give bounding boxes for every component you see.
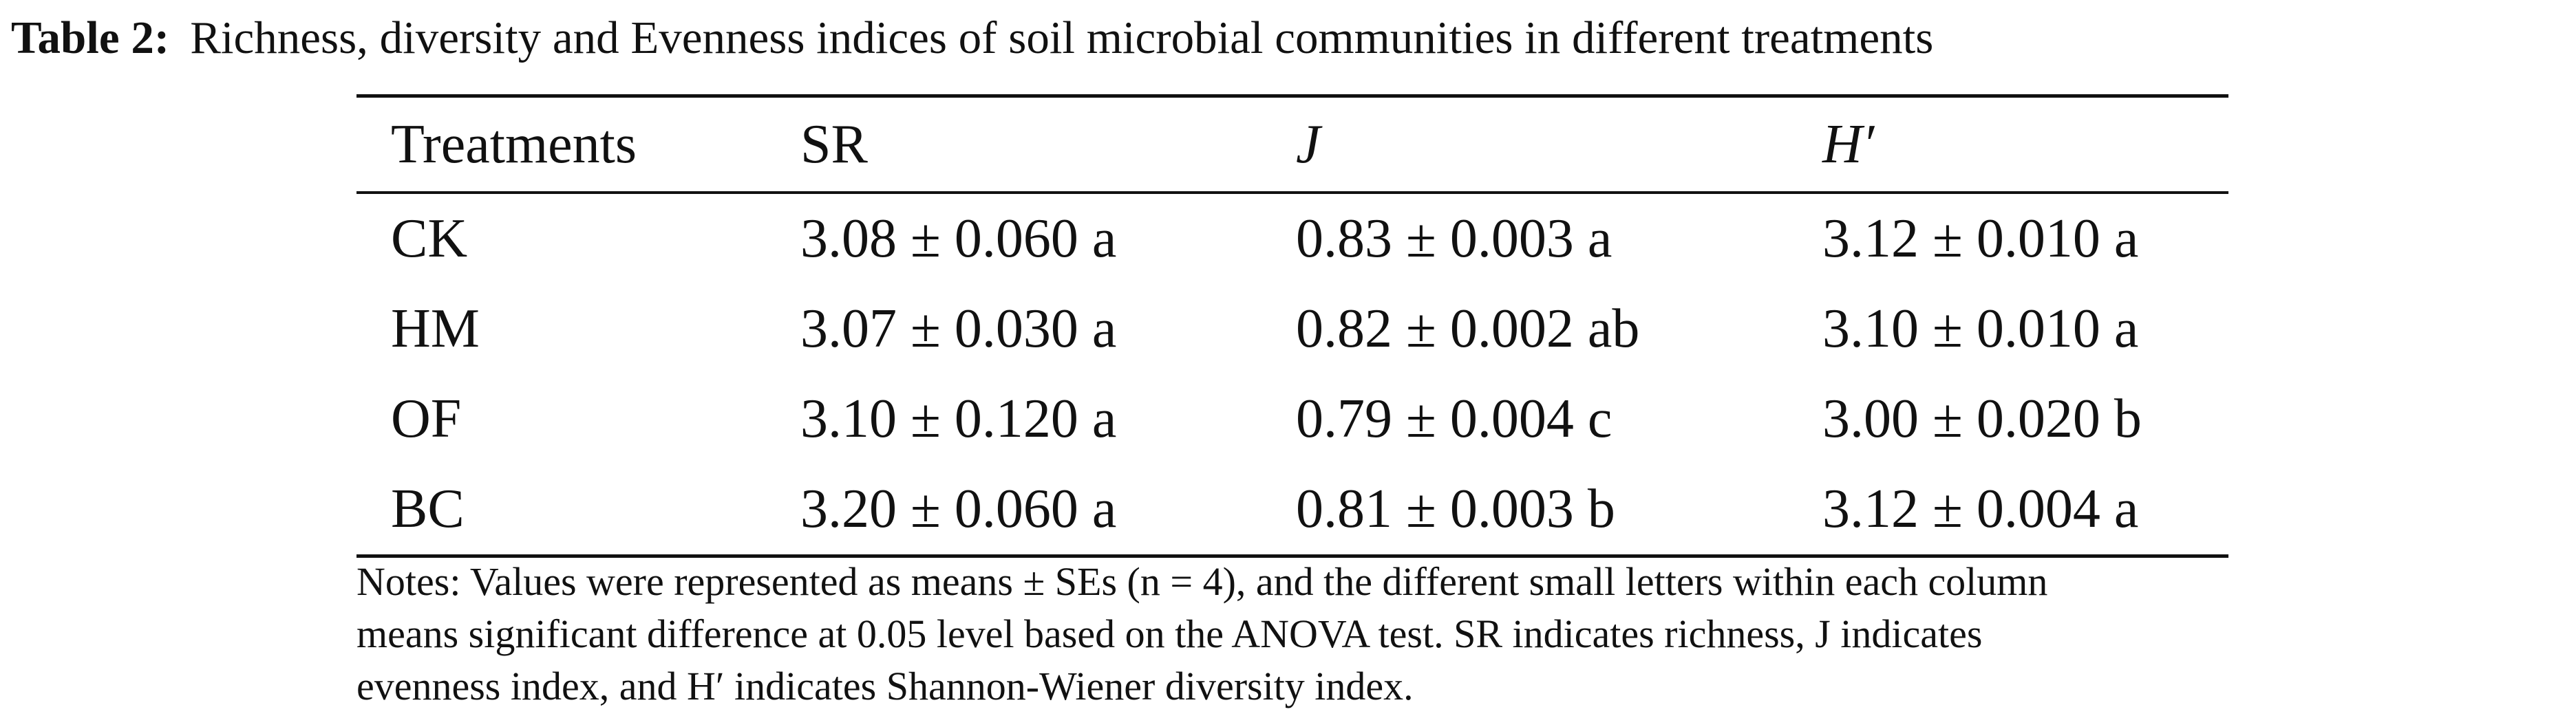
column-header-treatments: Treatments: [391, 113, 637, 175]
sr-cell: 3.10 ± 0.120 a: [800, 389, 1117, 449]
treatment-cell: OF: [391, 389, 462, 449]
data-table-container: Treatments SR J H′ CK 3.08 ± 0.060 a 0.8…: [356, 94, 2228, 558]
column-header-j: J: [1296, 113, 1321, 175]
h-cell: 3.10 ± 0.010 a: [1822, 299, 2139, 359]
sr-cell: 3.20 ± 0.060 a: [800, 479, 1117, 539]
sr-cell: 3.07 ± 0.030 a: [800, 299, 1117, 359]
notes-line: means significant difference at 0.05 lev…: [356, 611, 1983, 656]
notes-line: evenness index, and H′ indicates Shannon…: [356, 664, 1414, 708]
h-cell: 3.00 ± 0.020 b: [1822, 389, 2142, 449]
j-cell: 0.81 ± 0.003 b: [1296, 479, 1615, 539]
column-header-sr: SR: [800, 113, 868, 175]
sr-cell: 3.08 ± 0.060 a: [800, 208, 1117, 269]
table-header-row: Treatments SR J H′: [356, 96, 2228, 193]
table-row: OF 3.10 ± 0.120 a 0.79 ± 0.004 c 3.00 ± …: [356, 374, 2228, 464]
table-title: Richness, diversity and Evenness indices…: [190, 12, 1934, 63]
h-cell: 3.12 ± 0.010 a: [1822, 208, 2139, 269]
table-notes: Notes: Values were represented as means …: [356, 556, 2256, 713]
table-row: HM 3.07 ± 0.030 a 0.82 ± 0.002 ab 3.10 ±…: [356, 284, 2228, 374]
h-cell: 3.12 ± 0.004 a: [1822, 479, 2139, 539]
treatment-cell: HM: [391, 299, 480, 359]
treatment-cell: CK: [391, 208, 468, 269]
table-row: CK 3.08 ± 0.060 a 0.83 ± 0.003 a 3.12 ± …: [356, 193, 2228, 284]
treatment-cell: BC: [391, 479, 465, 539]
j-cell: 0.82 ± 0.002 ab: [1296, 299, 1640, 359]
table-label: Table 2:: [11, 12, 170, 63]
notes-line: Notes: Values were represented as means …: [356, 559, 2048, 604]
indices-table: Treatments SR J H′ CK 3.08 ± 0.060 a 0.8…: [356, 94, 2228, 558]
j-cell: 0.79 ± 0.004 c: [1296, 389, 1612, 449]
table-row: BC 3.20 ± 0.060 a 0.81 ± 0.003 b 3.12 ± …: [356, 464, 2228, 556]
column-header-h: H′: [1822, 113, 1875, 175]
table-caption: Table 2: Richness, diversity and Evenness…: [11, 0, 1933, 76]
j-cell: 0.83 ± 0.003 a: [1296, 208, 1612, 269]
